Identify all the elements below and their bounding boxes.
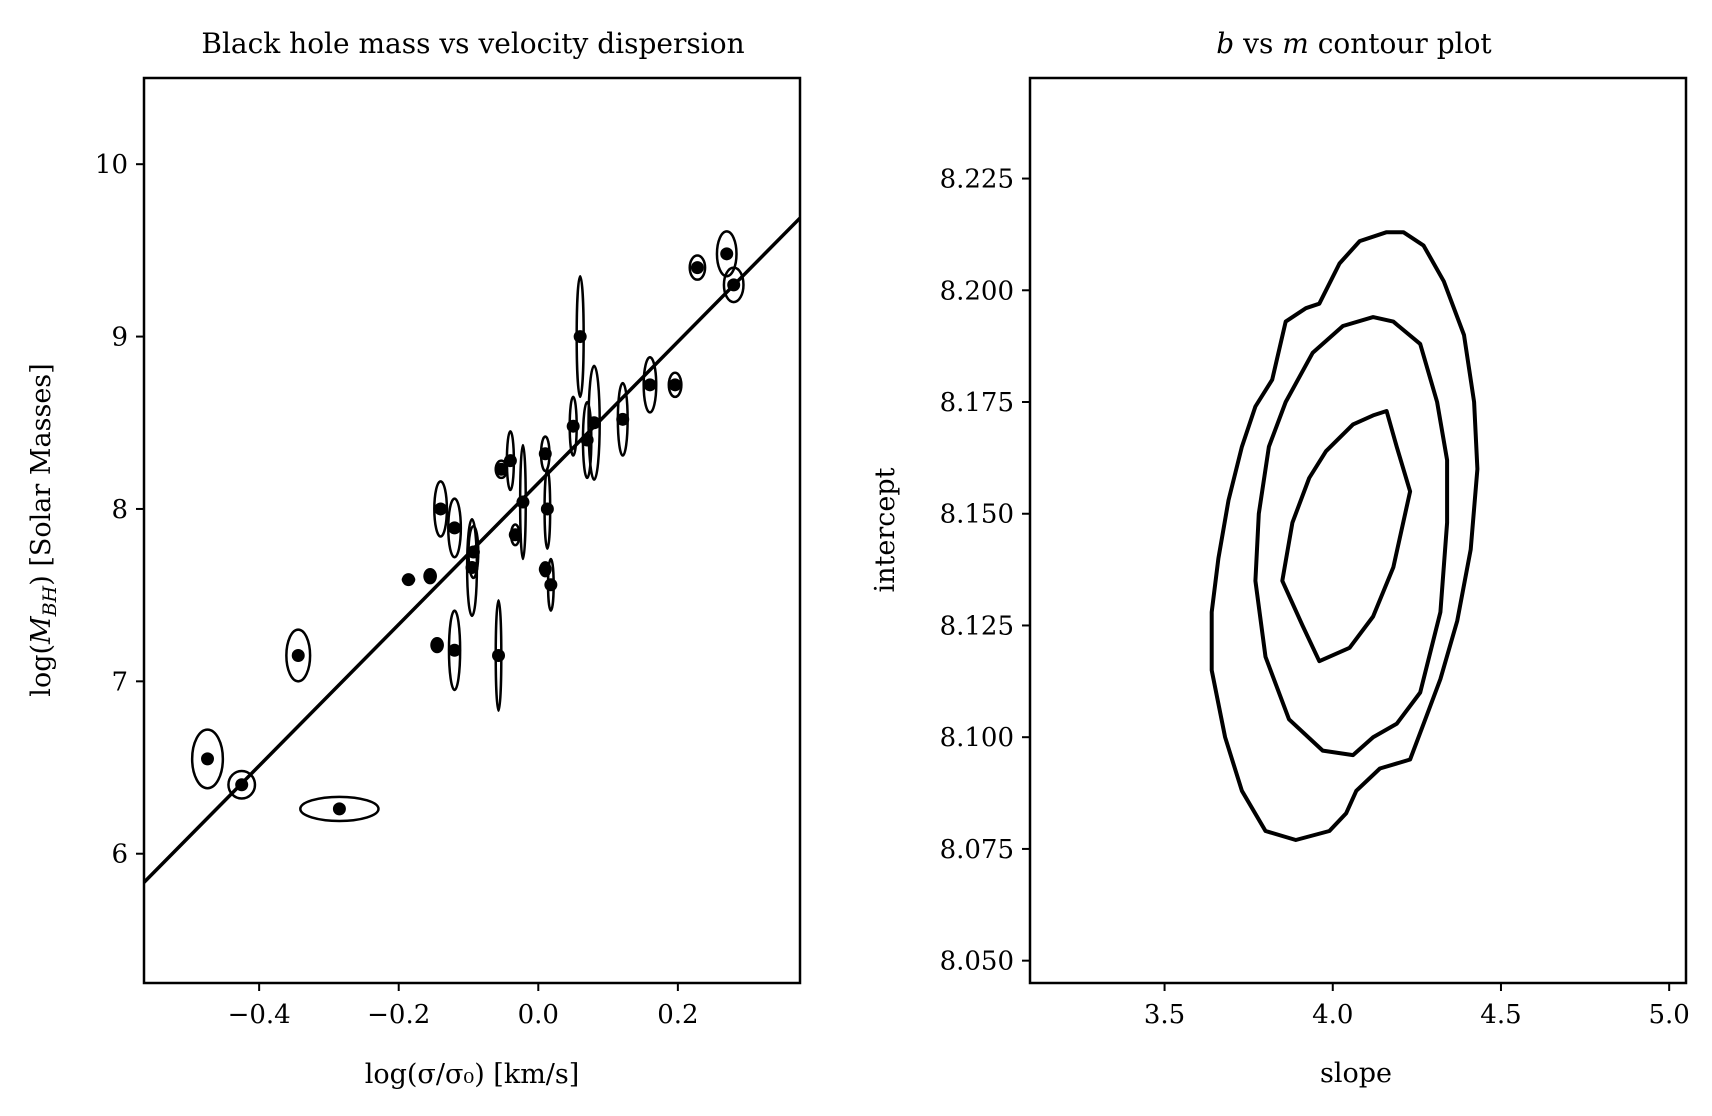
data-point-26: [616, 412, 630, 426]
data-point-13: [492, 648, 506, 662]
data-point-28: [668, 378, 682, 392]
right-plot-area: [1209, 230, 1480, 842]
right-chart-title: b vs m contour plot: [1216, 27, 1492, 60]
data-point-5: [401, 573, 415, 587]
left-chart-title: Black hole mass vs velocity dispersion: [201, 27, 744, 60]
data-point-12: [466, 545, 480, 559]
data-point-2: [235, 778, 249, 792]
left-x-axis-label: log(σ/σ₀) [km/s]: [365, 1059, 580, 1090]
data-point-4: [332, 802, 346, 816]
left-y-tick-label-4: 9: [111, 323, 128, 353]
data-point-31: [727, 278, 741, 292]
right-y-axis-ticks: 8.050 8.075 8.100 8.125 8.150 8.175 8.200 8.225: [940, 165, 1030, 977]
error-ellipse-1: [190, 728, 225, 790]
right-y-tick-label-1: 8.050: [940, 947, 1014, 977]
right-y-tick-label-3: 8.100: [940, 723, 1014, 753]
data-point-24: [580, 433, 594, 447]
data-point-8: [434, 502, 448, 516]
left-y-tick-label-2: 7: [111, 667, 128, 697]
contour-level-2: [1253, 315, 1450, 758]
data-point-6: [423, 569, 437, 583]
left-y-tick-label-1: 6: [111, 840, 128, 870]
left-x-tick-label-2: −0.2: [367, 1000, 430, 1030]
right-y-tick-label-4: 8.125: [940, 611, 1014, 641]
right-y-tick-label-8: 8.225: [940, 165, 1014, 195]
data-point-25: [587, 416, 601, 430]
right-y-tick-label-2: 8.075: [940, 835, 1014, 865]
right-y-tick-label-5: 8.150: [940, 500, 1014, 530]
left-y-axis-label: log(MBH) [Solar Masses]: [26, 363, 61, 696]
left-y-tick-label-3: 8: [111, 495, 128, 525]
error-ellipse-2: [227, 769, 257, 800]
left-x-tick-label-1: −0.4: [228, 1000, 291, 1030]
data-point-22: [566, 419, 580, 433]
right-y-axis-label: intercept: [870, 467, 901, 592]
right-y-tick-label-7: 8.200: [940, 276, 1014, 306]
right-x-axis-label: slope: [1320, 1058, 1392, 1089]
error-ellipse-30: [715, 230, 738, 278]
data-point-1: [201, 752, 215, 766]
error-ellipse-4: [299, 795, 380, 823]
left-y-axis-ticks: 6 7 8 9 10: [95, 150, 144, 870]
contour-level-1: [1280, 409, 1413, 664]
contour-level-3: [1209, 230, 1480, 842]
data-point-10: [448, 643, 462, 657]
data-point-17: [516, 495, 530, 509]
left-x-tick-label-3: 0.0: [518, 1000, 559, 1030]
data-point-7: [430, 638, 444, 652]
right-y-tick-label-6: 8.175: [940, 388, 1014, 418]
error-ellipse-31: [722, 266, 745, 304]
data-point-30: [720, 247, 734, 261]
data-point-15: [503, 454, 517, 468]
data-point-29: [690, 261, 704, 275]
data-point-23: [573, 330, 587, 344]
error-ellipse-29: [688, 254, 707, 281]
left-plot-area: [144, 216, 800, 884]
right-x-tick-label-1: 3.5: [1144, 1000, 1185, 1030]
left-y-tick-label-5: 10: [95, 150, 128, 180]
right-x-axis-ticks: 3.5 4.0 4.5 5.0: [1144, 983, 1690, 1030]
data-point-3: [291, 648, 305, 662]
left-x-tick-label-4: 0.2: [657, 1000, 698, 1030]
left-x-axis-ticks: −0.4 −0.2 0.0 0.2: [228, 983, 699, 1030]
right-x-tick-label-4: 5.0: [1648, 1000, 1689, 1030]
data-point-20: [540, 502, 554, 516]
data-point-14: [494, 462, 508, 476]
data-point-9: [448, 521, 462, 535]
slope-intercept-contour-panel: b vs m contour plot 3.5 4.0 4.5 5.0 8.0508.…: [870, 27, 1690, 1089]
mass-sigma-scatter-panel: Black hole mass vs velocity dispersion −…: [26, 27, 802, 1090]
left-plot-frame: [142, 76, 802, 985]
error-ellipse-3: [285, 628, 312, 683]
data-point-21: [544, 578, 558, 592]
right-plot-frame: [1028, 76, 1688, 985]
data-point-16: [508, 528, 522, 542]
data-point-27: [643, 378, 657, 392]
right-x-tick-label-2: 4.0: [1312, 1000, 1353, 1030]
right-x-tick-label-3: 4.5: [1480, 1000, 1521, 1030]
data-point-18: [538, 447, 552, 461]
